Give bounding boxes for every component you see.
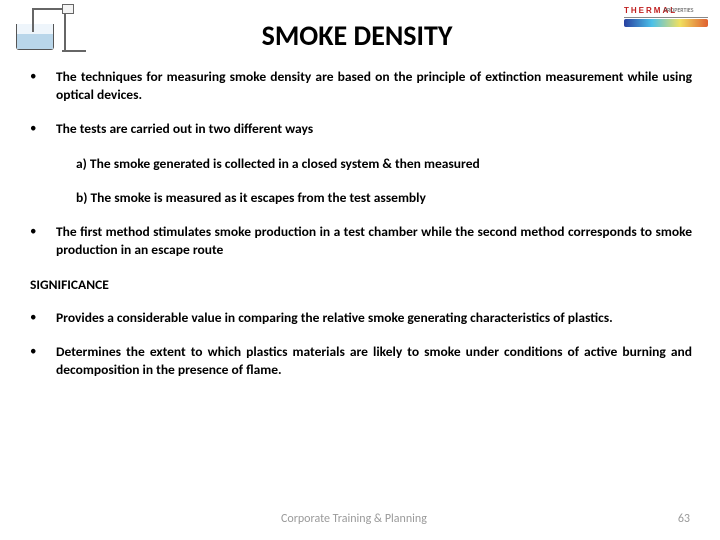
gradient-bar-icon bbox=[624, 19, 708, 27]
bullet-text: The first method stimulates smoke produc… bbox=[56, 223, 692, 259]
page-number: 63 bbox=[678, 512, 690, 526]
sub-bullet-b: b) The smoke is measured as it escapes f… bbox=[28, 189, 692, 207]
bullet-dot-icon: • bbox=[28, 223, 56, 241]
bullet-item: • Provides a considerable value in compa… bbox=[28, 309, 692, 327]
bullet-dot-icon: • bbox=[28, 343, 56, 361]
bullet-text: The techniques for measuring smoke densi… bbox=[56, 68, 692, 104]
bullet-dot-icon: • bbox=[28, 309, 56, 327]
slide-footer: Corporate Training & Planning 63 bbox=[0, 512, 720, 526]
header-row: SMOKE DENSITY THERMAL PROPERTIES bbox=[0, 0, 720, 54]
section-heading: SIGNIFICANCE bbox=[28, 276, 692, 293]
thermal-properties-logo: THERMAL PROPERTIES bbox=[624, 6, 708, 34]
footer-text: Corporate Training & Planning bbox=[30, 512, 678, 526]
bullet-item: • The techniques for measuring smoke den… bbox=[28, 68, 692, 104]
bullet-text: Provides a considerable value in compari… bbox=[56, 309, 692, 327]
sub-bullet-a: a) The smoke generated is collected in a… bbox=[28, 155, 692, 173]
slide-title: SMOKE DENSITY bbox=[90, 6, 624, 53]
bullet-dot-icon: • bbox=[28, 120, 56, 138]
content-area: • The techniques for measuring smoke den… bbox=[0, 54, 720, 379]
bullet-item: • Determines the extent to which plastic… bbox=[28, 343, 692, 379]
bullet-dot-icon: • bbox=[28, 68, 56, 86]
logo-text-properties: PROPERTIES bbox=[664, 6, 708, 14]
bullet-item: • The first method stimulates smoke prod… bbox=[28, 223, 692, 259]
bullet-text: Determines the extent to which plastics … bbox=[56, 343, 692, 379]
bullet-item: • The tests are carried out in two diffe… bbox=[28, 120, 692, 138]
bullet-text: The tests are carried out in two differe… bbox=[56, 120, 692, 138]
apparatus-diagram-icon bbox=[12, 6, 90, 54]
